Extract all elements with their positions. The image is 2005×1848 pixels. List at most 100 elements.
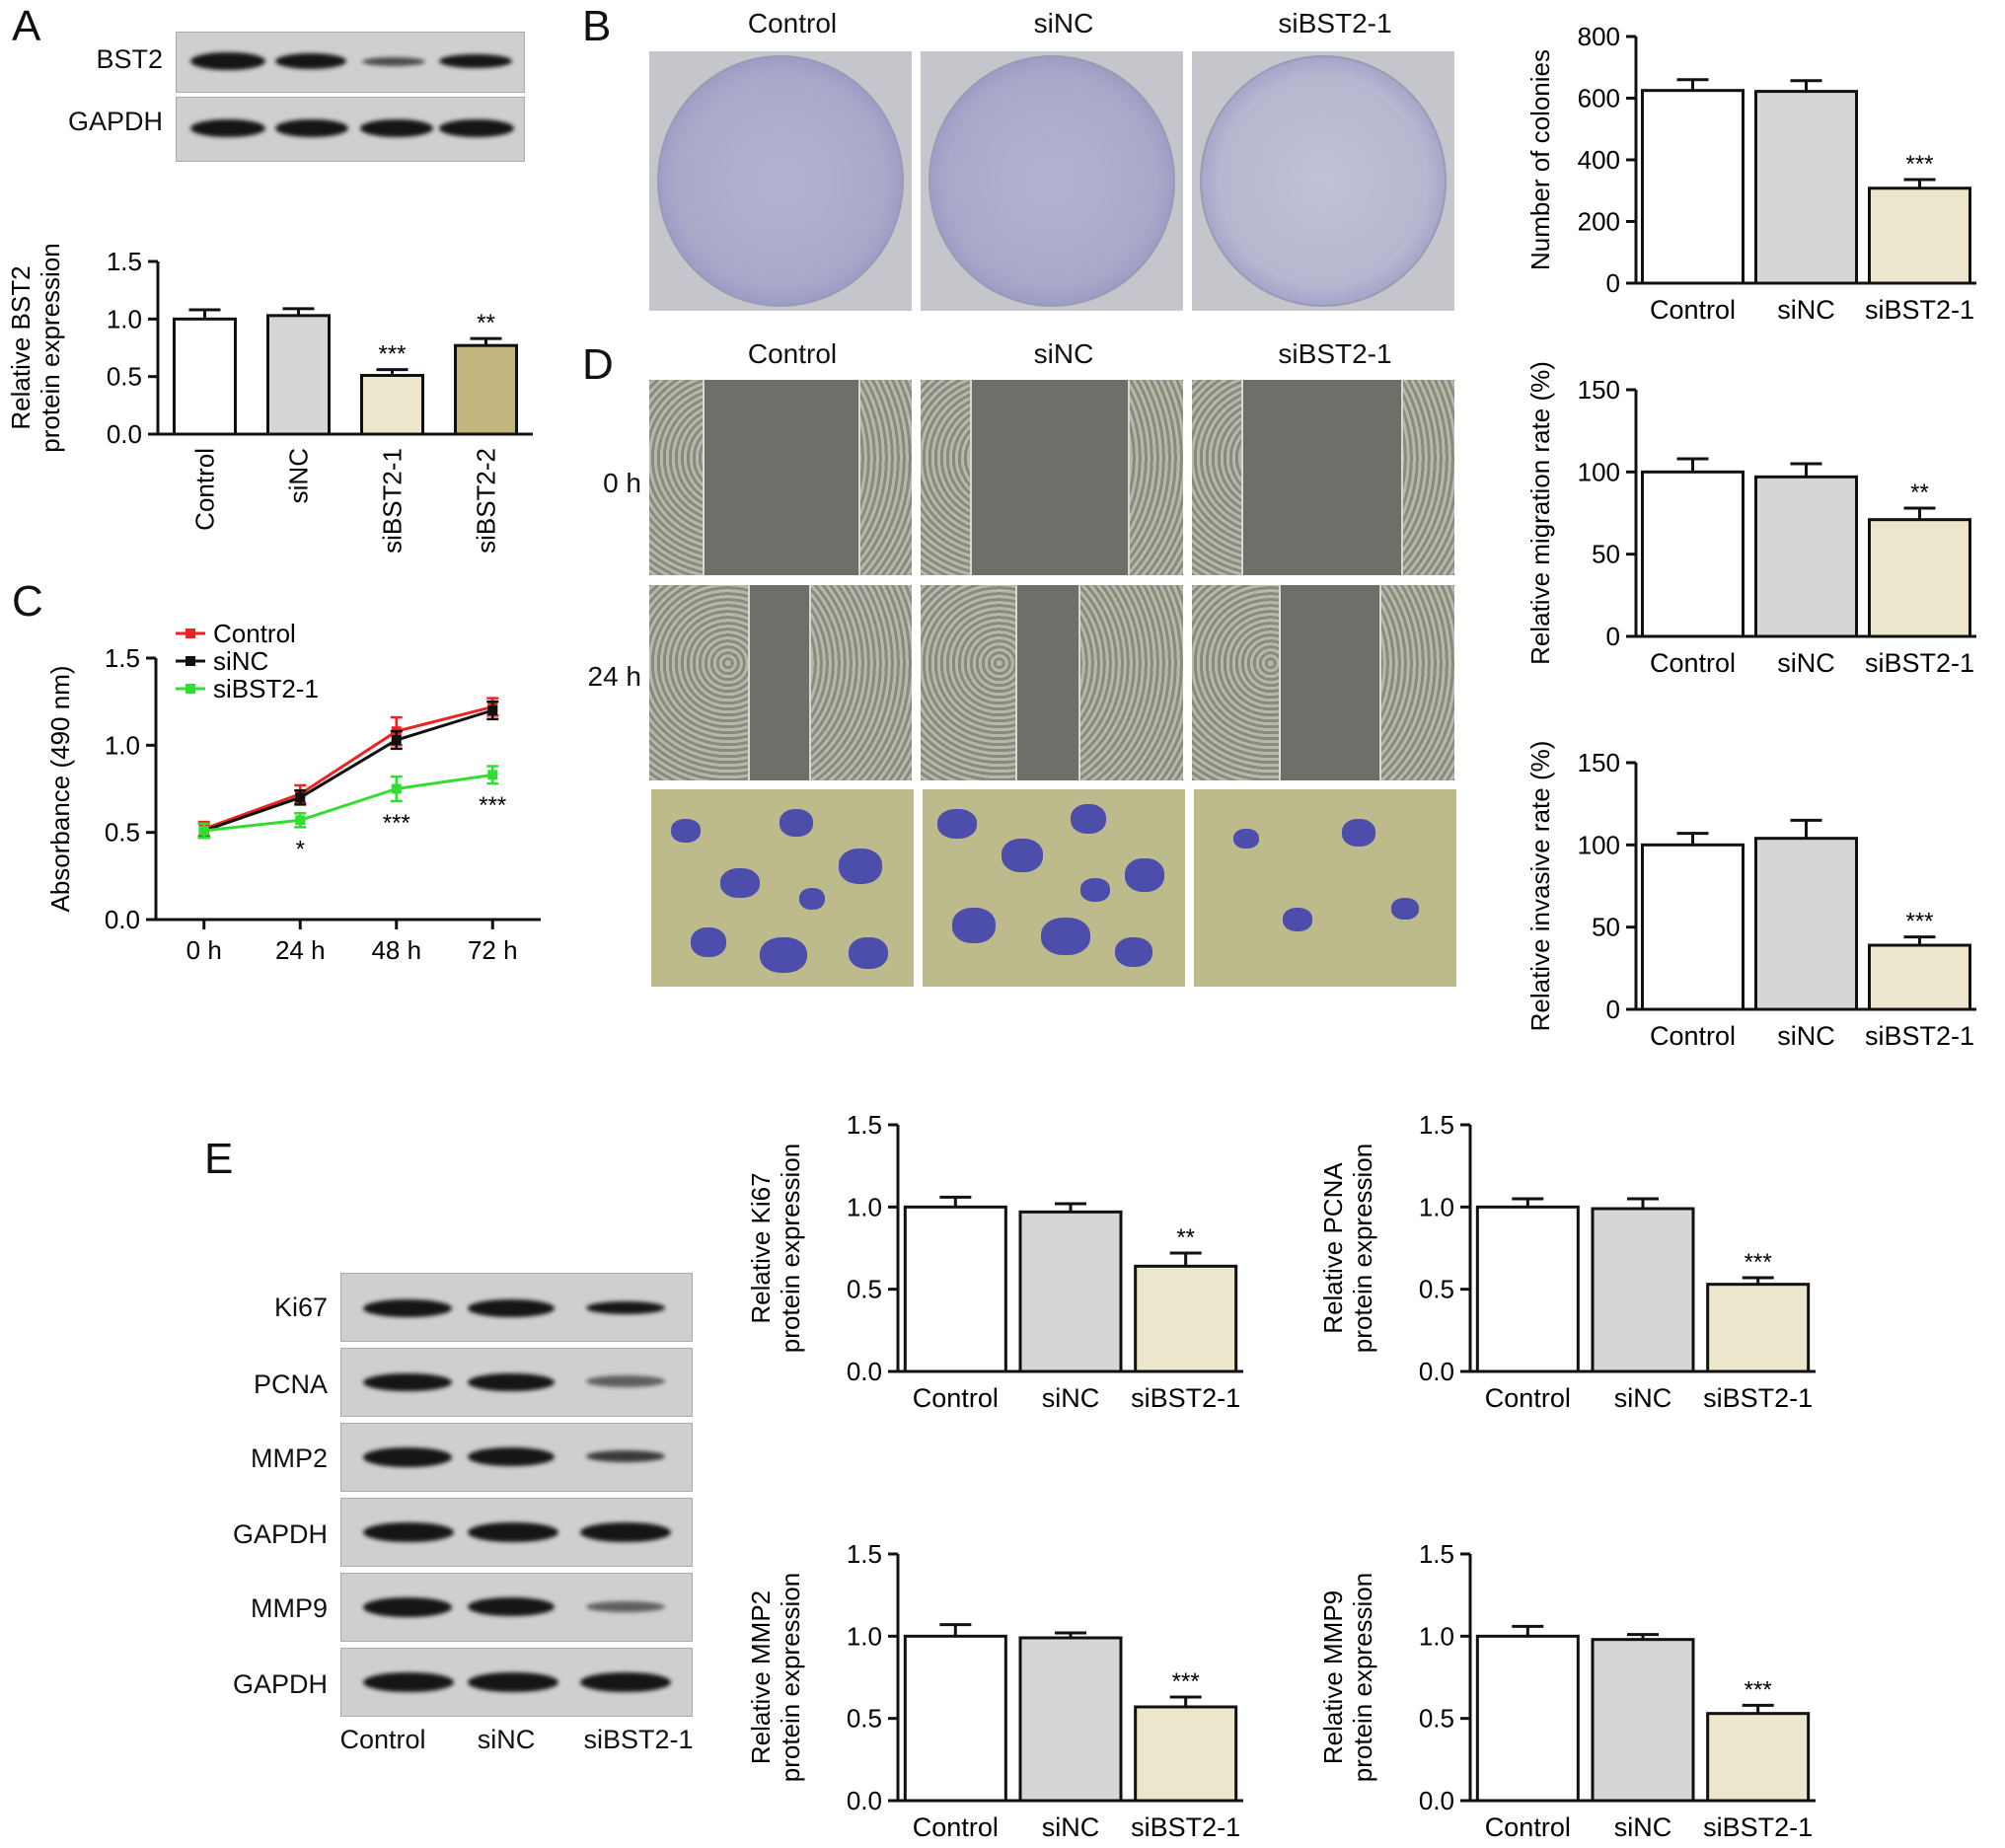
western-blot-bst2 xyxy=(176,32,525,93)
y-tick-label: 150 xyxy=(1578,748,1620,777)
data-point xyxy=(198,825,209,836)
western-blot-mmp2 xyxy=(340,1423,693,1492)
bar-chart-bst2-expression: 0.0 0.5 1.0 1.5 Relative BST2 protein express… xyxy=(6,243,533,554)
western-blot-pcna xyxy=(340,1348,693,1417)
significance-mark: *** xyxy=(1905,909,1933,935)
bar-chart-migration-rate: 0 50 100 150 Relative migration rate (%) Cont… xyxy=(1525,361,1976,678)
bar xyxy=(1868,518,1971,638)
colony-dish-sibst2 xyxy=(1192,51,1454,311)
significance-mark: * xyxy=(296,836,305,862)
bar xyxy=(1641,843,1745,1011)
transwell-image-sibst2 xyxy=(1194,789,1456,987)
category-label: siBST2-1 xyxy=(1865,295,1974,325)
category-label: Control xyxy=(1485,1383,1571,1413)
y-tick-label: 0 xyxy=(1606,995,1620,1024)
series-line xyxy=(203,773,493,833)
series-line xyxy=(203,708,493,833)
significance-mark: *** xyxy=(1172,1668,1200,1695)
y-tick-label: 0.5 xyxy=(1419,1275,1454,1304)
category-label: siBST2-1 xyxy=(1865,648,1974,678)
x-tick-label: 0 h xyxy=(186,935,222,965)
category-label: siNC xyxy=(1777,648,1835,678)
bar xyxy=(360,374,424,436)
scratch-image-control-0h xyxy=(649,380,912,575)
category-label: Control xyxy=(1650,295,1736,325)
scratch-image-sibst2-0h xyxy=(1192,380,1454,575)
y-tick-label: 1.5 xyxy=(107,247,142,276)
bar xyxy=(1134,1264,1238,1373)
category-label: Control xyxy=(1650,648,1736,678)
data-point xyxy=(391,735,402,746)
blot-label-ki67: Ki67 xyxy=(273,1293,328,1322)
panel-label-b: B xyxy=(582,2,612,50)
category-label: siNC xyxy=(1777,295,1835,325)
bar xyxy=(903,1205,1007,1373)
timepoint-24h: 24 h xyxy=(587,661,642,692)
significance-mark: ** xyxy=(1176,1224,1195,1251)
y-tick-label: 0.5 xyxy=(847,1275,882,1304)
bar xyxy=(1475,1634,1580,1803)
y-axis-label: Relative BST2 xyxy=(6,265,36,429)
bar xyxy=(1754,837,1858,1011)
y-tick-label: 200 xyxy=(1578,207,1620,237)
y-tick-label: 0.0 xyxy=(847,1357,882,1386)
transwell-image-sinc xyxy=(923,789,1185,987)
y-axis-label: protein expression xyxy=(776,1573,805,1782)
bar xyxy=(1134,1705,1238,1803)
bar xyxy=(454,343,518,436)
y-axis-label: protein expression xyxy=(36,243,65,452)
scratch-image-sibst2-24h xyxy=(1192,585,1454,780)
y-tick-label: 50 xyxy=(1592,913,1620,942)
bar-chart-ki67-expression: 0.0 0.5 1.0 1.5 Relative Ki67 protein express… xyxy=(750,1110,1243,1413)
colony-dish-control xyxy=(649,51,912,311)
bar-chart-mmp2-expression: 0.0 0.5 1.0 1.5 Relative MMP2 protein express… xyxy=(750,1539,1243,1842)
blot-label-bst2: BST2 xyxy=(96,44,163,74)
migration-header-control: Control xyxy=(747,338,838,369)
western-blot-gapdh-e2 xyxy=(340,1648,693,1717)
y-axis-label: Relative migration rate (%) xyxy=(1525,361,1555,665)
bar xyxy=(903,1634,1007,1803)
y-tick-label: 0.0 xyxy=(107,419,142,449)
y-tick-label: 0.0 xyxy=(847,1786,882,1815)
significance-mark: *** xyxy=(1905,151,1933,178)
y-tick-label: 0.0 xyxy=(105,905,140,934)
category-label: Control xyxy=(1650,1021,1736,1051)
y-axis-label: Number of colonies xyxy=(1525,49,1555,270)
bar xyxy=(1018,1210,1123,1373)
y-tick-label: 100 xyxy=(1578,457,1620,486)
category-label: siNC xyxy=(1042,1383,1100,1413)
category-label: siNC xyxy=(1042,1812,1100,1842)
y-tick-label: 1.0 xyxy=(847,1621,882,1651)
western-blot-mmp9 xyxy=(340,1573,693,1642)
y-tick-label: 0 xyxy=(1606,622,1620,651)
blot-label-gapdh-2: GAPDH xyxy=(232,1669,328,1699)
bar xyxy=(1754,90,1858,285)
bar xyxy=(173,317,237,436)
bar xyxy=(1868,943,1971,1011)
panel-label-e: E xyxy=(204,1135,234,1183)
colony-header-control: Control xyxy=(747,8,838,38)
scratch-image-sinc-24h xyxy=(921,585,1183,780)
legend-label: siBST2-1 xyxy=(213,674,319,703)
legend-marker xyxy=(186,684,195,694)
bar xyxy=(1706,1712,1811,1803)
y-axis-label: Absorbance (490 nm) xyxy=(45,665,75,912)
western-blot-gapdh-e1 xyxy=(340,1498,693,1567)
data-point xyxy=(487,770,498,780)
y-tick-label: 1.5 xyxy=(1419,1539,1454,1569)
y-tick-label: 1.0 xyxy=(1419,1621,1454,1651)
significance-mark: *** xyxy=(383,810,410,837)
y-tick-label: 600 xyxy=(1578,84,1620,113)
significance-mark: *** xyxy=(479,792,506,819)
blot-label-mmp2: MMP2 xyxy=(250,1443,328,1473)
panel-label-a: A xyxy=(12,2,41,50)
y-tick-label: 1.5 xyxy=(847,1539,882,1569)
category-label: siBST2-1 xyxy=(1865,1021,1974,1051)
y-tick-label: 150 xyxy=(1578,375,1620,405)
legend-marker xyxy=(186,656,195,666)
bar-chart-mmp9-expression: 0.0 0.5 1.0 1.5 Relative MMP9 protein express… xyxy=(1322,1539,1816,1842)
category-label: Control xyxy=(190,448,220,531)
y-tick-label: 0 xyxy=(1606,268,1620,298)
y-axis-label: protein expression xyxy=(1348,1573,1377,1782)
y-tick-label: 50 xyxy=(1592,540,1620,569)
